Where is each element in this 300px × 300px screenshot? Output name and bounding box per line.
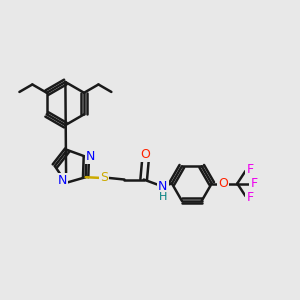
Text: F: F [246, 163, 254, 176]
Text: N: N [158, 180, 168, 193]
Text: O: O [140, 148, 150, 161]
Text: H: H [159, 192, 167, 202]
Text: F: F [250, 177, 257, 190]
Text: N: N [85, 150, 95, 164]
Text: N: N [58, 174, 67, 187]
Text: F: F [246, 191, 254, 204]
Text: O: O [218, 177, 228, 190]
Text: S: S [100, 171, 108, 184]
